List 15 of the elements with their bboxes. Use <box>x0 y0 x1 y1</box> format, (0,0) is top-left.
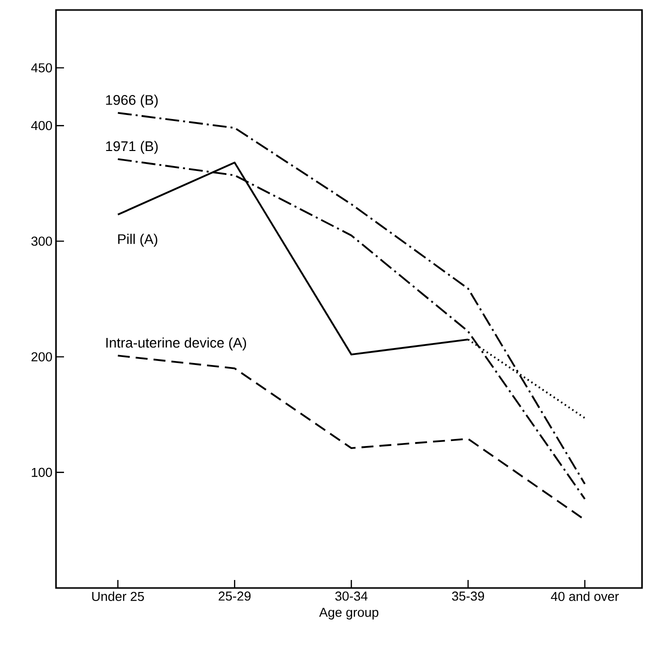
y-tick-label: 200 <box>32 352 52 362</box>
y-tick-label: 100 <box>32 468 52 477</box>
x-tick-label: 30-34 <box>335 592 368 601</box>
series-label: 1966 (B) <box>106 94 158 108</box>
series-label: Intra-uterine device (A) <box>106 337 246 350</box>
x-axis-title: Age group <box>319 608 378 620</box>
y-tick-label: 400 <box>31 121 52 130</box>
x-tick-label: 25-29 <box>218 592 251 601</box>
x-tick-label: 35-39 <box>452 592 484 601</box>
x-tick-label: 40 and over <box>550 592 619 602</box>
y-tick-label: 450 <box>31 63 52 72</box>
series-label: 1971 (B) <box>106 140 158 154</box>
x-tick-label: Under 25 <box>92 592 144 602</box>
series-label: Pill (A) <box>118 234 158 247</box>
y-tick-label: 300 <box>31 236 52 246</box>
